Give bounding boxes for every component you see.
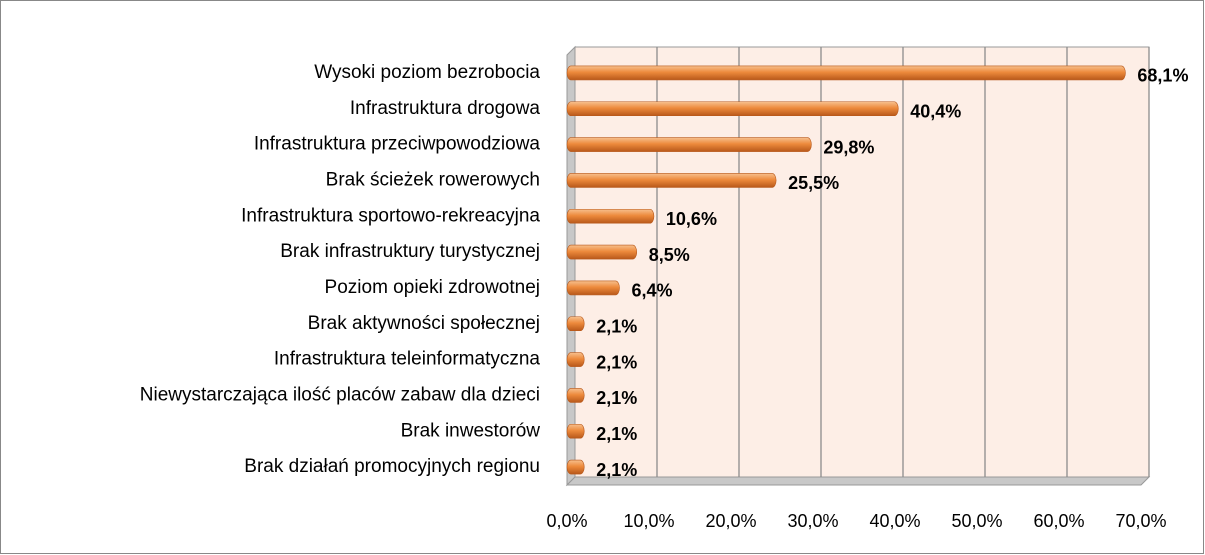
x-tick-label: 70,0%: [1115, 511, 1166, 531]
x-tick-label: 0,0%: [546, 511, 587, 531]
value-label: 25,5%: [788, 173, 839, 193]
category-label: Infrastruktura sportowo-rekreacyjna: [241, 205, 540, 226]
value-label: 2,1%: [596, 424, 637, 444]
bar: [566, 101, 899, 117]
value-label: 29,8%: [823, 137, 874, 157]
category-label: Brak aktywności społecznej: [308, 313, 540, 334]
category-label: Brak inwestorów: [401, 420, 541, 441]
x-tick-label: 30,0%: [787, 511, 838, 531]
x-tick-label: 60,0%: [1033, 511, 1084, 531]
value-label: 2,1%: [596, 460, 637, 480]
value-label: 2,1%: [596, 317, 637, 337]
bar: [566, 388, 585, 403]
bar: [566, 316, 585, 332]
value-label: 68,1%: [1137, 66, 1188, 86]
bar: [566, 423, 585, 439]
category-label: Brak działań promocyjnych regionu: [244, 456, 540, 477]
bar: [566, 352, 585, 367]
value-label: 8,5%: [649, 245, 690, 265]
value-label: 2,1%: [596, 388, 637, 408]
value-label: 10,6%: [666, 209, 717, 229]
bar: [566, 65, 1126, 81]
back-wall: [574, 46, 1150, 478]
bar: [566, 280, 620, 296]
x-tick-label: 50,0%: [951, 511, 1002, 531]
bar: [566, 173, 777, 188]
category-label: Poziom opieki zdrowotnej: [325, 277, 540, 298]
bar: [566, 244, 637, 260]
bar: [566, 208, 655, 224]
x-tick-label: 10,0%: [623, 511, 674, 531]
value-label: 2,1%: [596, 352, 637, 372]
category-label: Wysoki poziom bezrobocia: [314, 62, 540, 83]
bar: [566, 137, 812, 152]
x-tick-label: 20,0%: [705, 511, 756, 531]
category-label: Niewystarczająca ilość placów zabaw dla …: [140, 384, 540, 405]
category-label: Infrastruktura teleinformatyczna: [274, 349, 541, 370]
category-label: Brak ścieżek rowerowych: [326, 169, 540, 190]
value-label: 40,4%: [910, 102, 961, 122]
category-label: Infrastruktura przeciwpowodziowa: [254, 134, 541, 155]
plot-area: [565, 45, 1151, 487]
floor: [565, 476, 1151, 486]
category-label: Brak infrastruktury turystycznej: [280, 241, 540, 262]
category-label: Infrastruktura drogowa: [350, 98, 541, 119]
bar: [566, 459, 585, 475]
value-label: 6,4%: [631, 281, 672, 301]
x-tick-label: 40,0%: [869, 511, 920, 531]
